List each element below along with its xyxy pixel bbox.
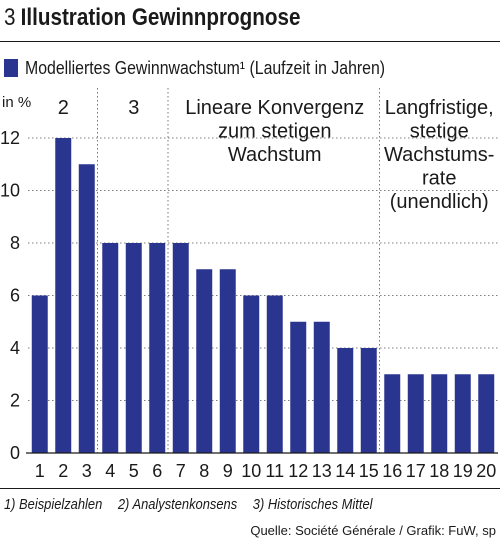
y-tick-label-4: 4 xyxy=(10,338,20,358)
bar-20 xyxy=(478,374,495,453)
y-tick-label-2: 2 xyxy=(10,391,20,411)
bar-17 xyxy=(407,374,424,453)
legend-label: Modelliertes Gewinnwachstum¹ (Laufzeit i… xyxy=(25,57,386,78)
x-tick-label-10: 10 xyxy=(241,461,261,481)
legend-swatch xyxy=(4,59,18,77)
footnotes: 1) Beispielzahlen 2) Analystenkonsens 3)… xyxy=(4,496,385,513)
phase-label-4-line-3: Wachstums- xyxy=(384,144,494,166)
bar-7 xyxy=(172,243,189,453)
bar-2 xyxy=(55,138,72,453)
bar-14 xyxy=(337,348,354,453)
y-tick-label-0: 0 xyxy=(10,443,20,463)
x-tick-label-2: 2 xyxy=(58,461,68,481)
footnote-2: 2) Analystenkonsens xyxy=(117,496,238,513)
x-tick-label-18: 18 xyxy=(429,461,449,481)
bar-5 xyxy=(125,243,142,453)
bar-19 xyxy=(454,374,471,453)
phase-label-4-line-5: (unendlich) xyxy=(390,191,489,213)
chart-title: 3 Illustration Gewinnprognose xyxy=(4,4,300,32)
footnote-3: 3) Historisches Mittel xyxy=(252,496,373,513)
chart-title-text: Illustration Gewinnprognose xyxy=(20,4,301,31)
y-tick-label-10: 10 xyxy=(0,181,20,201)
bar-10 xyxy=(243,295,260,453)
bar-13 xyxy=(313,321,330,453)
legend: Modelliertes Gewinnwachstum¹ (Laufzeit i… xyxy=(4,57,434,79)
bar-1 xyxy=(31,295,48,453)
x-tick-label-9: 9 xyxy=(223,461,233,481)
x-tick-label-12: 12 xyxy=(288,461,308,481)
y-axis-label: in % xyxy=(2,94,31,111)
x-tick-label-11: 11 xyxy=(265,461,284,481)
title-rule xyxy=(0,41,500,42)
y-tick-label-12: 12 xyxy=(0,128,20,148)
bar-3 xyxy=(78,164,95,453)
bar-12 xyxy=(290,321,307,453)
x-tick-label-19: 19 xyxy=(453,461,473,481)
y-tick-label-6: 6 xyxy=(10,286,20,306)
bar-6 xyxy=(149,243,166,453)
phase-label-4-line-2: stetige xyxy=(410,121,469,143)
x-tick-label-16: 16 xyxy=(382,461,402,481)
bar-16 xyxy=(384,374,401,453)
bar-15 xyxy=(360,348,377,453)
phase-label-3-line-1: Lineare Konvergenz xyxy=(185,97,364,119)
x-tick-label-5: 5 xyxy=(129,461,139,481)
x-tick-label-7: 7 xyxy=(176,461,186,481)
phase-label-4-line-4: rate xyxy=(422,168,456,190)
x-tick-label-13: 13 xyxy=(312,461,332,481)
footnote-1: 1) Beispielzahlen xyxy=(4,496,103,513)
phase-label-3-line-3: Wachstum xyxy=(228,144,322,166)
phase-label-2-line-1: 3 xyxy=(128,97,139,119)
y-tick-label-8: 8 xyxy=(10,233,20,253)
chart-number: 3 xyxy=(4,4,16,31)
x-tick-label-6: 6 xyxy=(152,461,162,481)
footnote-rule xyxy=(0,488,500,489)
x-tick-label-17: 17 xyxy=(406,461,426,481)
bar-8 xyxy=(196,269,213,453)
x-tick-label-4: 4 xyxy=(105,461,115,481)
bar-4 xyxy=(102,243,119,453)
x-tick-label-15: 15 xyxy=(359,461,379,481)
bar-9 xyxy=(219,269,236,453)
bar-11 xyxy=(266,295,283,453)
source-credit: Quelle: Société Générale / Grafik: FuW, … xyxy=(250,523,496,538)
x-tick-label-8: 8 xyxy=(199,461,209,481)
phase-label-4-line-1: Langfristige, xyxy=(385,97,494,119)
phase-label-3-line-2: zum stetigen xyxy=(218,121,331,143)
phase-label-1-line-1: 2 xyxy=(58,97,69,119)
bar-18 xyxy=(431,374,448,453)
x-tick-label-14: 14 xyxy=(335,461,355,481)
x-tick-label-3: 3 xyxy=(82,461,92,481)
x-tick-label-1: 1 xyxy=(35,461,45,481)
x-tick-label-20: 20 xyxy=(476,461,496,481)
